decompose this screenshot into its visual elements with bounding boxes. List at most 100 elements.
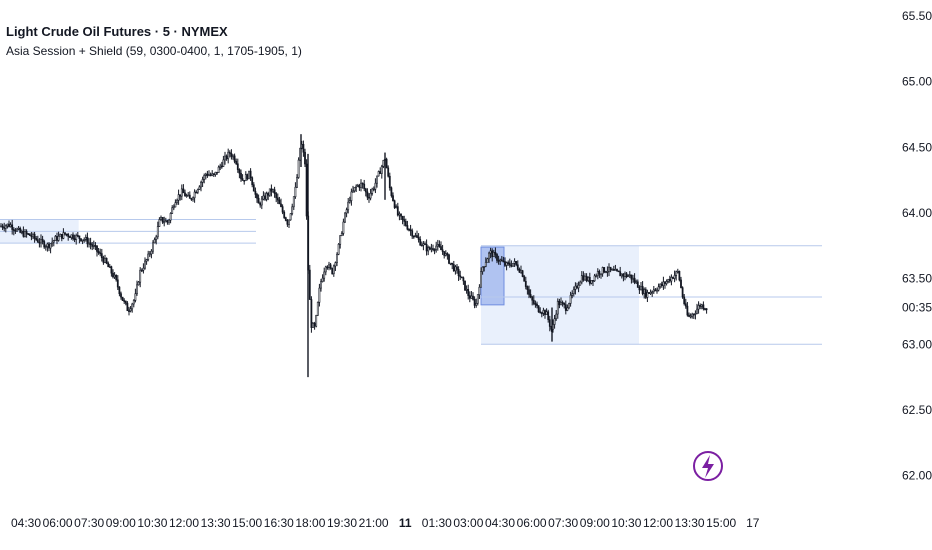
candle-body xyxy=(547,311,550,320)
candle-body xyxy=(203,175,206,180)
candle-body xyxy=(44,246,47,248)
candle-body xyxy=(480,271,482,288)
candle-body xyxy=(118,286,121,295)
candle-body xyxy=(145,259,148,262)
candle-body xyxy=(484,261,487,267)
candle-body xyxy=(28,233,31,236)
price-tick-label: 63.50 xyxy=(902,272,932,286)
price-tick-label: 63.00 xyxy=(902,337,932,351)
candle-body xyxy=(592,280,594,282)
candle-body xyxy=(91,244,94,247)
candle-body xyxy=(252,184,255,192)
candle-body xyxy=(33,233,36,239)
candle-body xyxy=(524,280,527,287)
candle-body xyxy=(11,224,14,230)
candle-body xyxy=(208,174,210,177)
candle-body xyxy=(528,289,530,295)
candle-body xyxy=(580,275,583,283)
candle-body xyxy=(499,259,502,262)
candle-body xyxy=(262,195,265,200)
candle-body xyxy=(142,267,145,271)
candle-body xyxy=(318,287,321,303)
candle-body xyxy=(531,296,534,301)
session-regions xyxy=(0,219,639,345)
candle-body xyxy=(25,231,28,235)
candle-body xyxy=(630,274,633,280)
candle-body xyxy=(193,191,196,199)
candle-body xyxy=(22,231,25,237)
candle-body xyxy=(590,280,593,284)
candle-body xyxy=(240,172,242,179)
candle-body xyxy=(123,300,126,302)
candle-body xyxy=(129,308,132,312)
candle-body xyxy=(460,276,463,279)
candle-body xyxy=(249,170,252,179)
candle-body xyxy=(196,189,199,193)
candle-body xyxy=(52,240,55,243)
candle-body xyxy=(576,285,578,289)
candle-body xyxy=(364,188,367,193)
candle-body xyxy=(433,249,436,251)
candle-body xyxy=(40,238,42,244)
candle-body xyxy=(464,280,466,291)
candle-body xyxy=(425,243,428,252)
candle-body xyxy=(553,318,556,325)
candle-body xyxy=(419,239,422,246)
candle-body xyxy=(699,305,702,307)
candle-body xyxy=(588,277,591,284)
candle-body xyxy=(211,173,214,176)
candle-body xyxy=(545,311,548,315)
candle-body xyxy=(204,173,207,176)
candle-body xyxy=(569,294,572,304)
candle-body xyxy=(320,281,322,289)
candle-body xyxy=(107,262,110,268)
candle-body xyxy=(681,287,684,298)
candle-body xyxy=(20,231,23,233)
event-marker[interactable] xyxy=(693,451,723,481)
candle-body xyxy=(369,192,372,199)
candle-body xyxy=(96,245,98,252)
candle-body xyxy=(500,259,503,262)
candle-body xyxy=(678,270,681,281)
candle-body xyxy=(286,220,289,225)
candle-body xyxy=(192,197,194,200)
candle-body xyxy=(392,195,394,202)
candle-body xyxy=(244,174,247,182)
candle-body xyxy=(17,228,20,230)
candle-body xyxy=(428,247,431,250)
candle-body xyxy=(609,266,612,270)
candle-body xyxy=(124,300,127,304)
candle-body xyxy=(161,216,164,223)
candle-body xyxy=(560,302,562,306)
candle-body xyxy=(398,213,401,216)
price-tick-label: 62.50 xyxy=(902,403,932,417)
candle-body xyxy=(308,269,311,300)
candle-body xyxy=(632,277,634,280)
candle-body xyxy=(691,313,694,317)
candle-body xyxy=(376,175,378,184)
candle-body xyxy=(304,151,306,165)
candle-body xyxy=(540,312,543,315)
candle-body xyxy=(236,163,239,170)
candle-body xyxy=(260,198,263,206)
candle-body xyxy=(0,225,2,228)
indicator-label[interactable]: Asia Session + Shield (59, 0300-0400, 1,… xyxy=(6,44,302,58)
countdown-label: 00:35 xyxy=(902,300,932,314)
candle-body xyxy=(156,226,159,238)
candle-body xyxy=(449,262,452,265)
candle-body xyxy=(83,239,86,241)
candle-body xyxy=(281,206,284,213)
candle-body xyxy=(113,274,116,278)
candle-body xyxy=(73,238,76,241)
candle-body xyxy=(243,180,246,182)
candle-body xyxy=(403,219,406,222)
candle-body xyxy=(56,236,58,241)
price-tick-label: 65.50 xyxy=(902,9,932,23)
candle-body xyxy=(667,279,670,282)
time-tick-label: 15:00 xyxy=(232,516,262,530)
candle-body xyxy=(27,233,30,236)
candle-body xyxy=(584,275,586,281)
candle-body xyxy=(176,199,178,203)
candle-body xyxy=(219,165,222,168)
